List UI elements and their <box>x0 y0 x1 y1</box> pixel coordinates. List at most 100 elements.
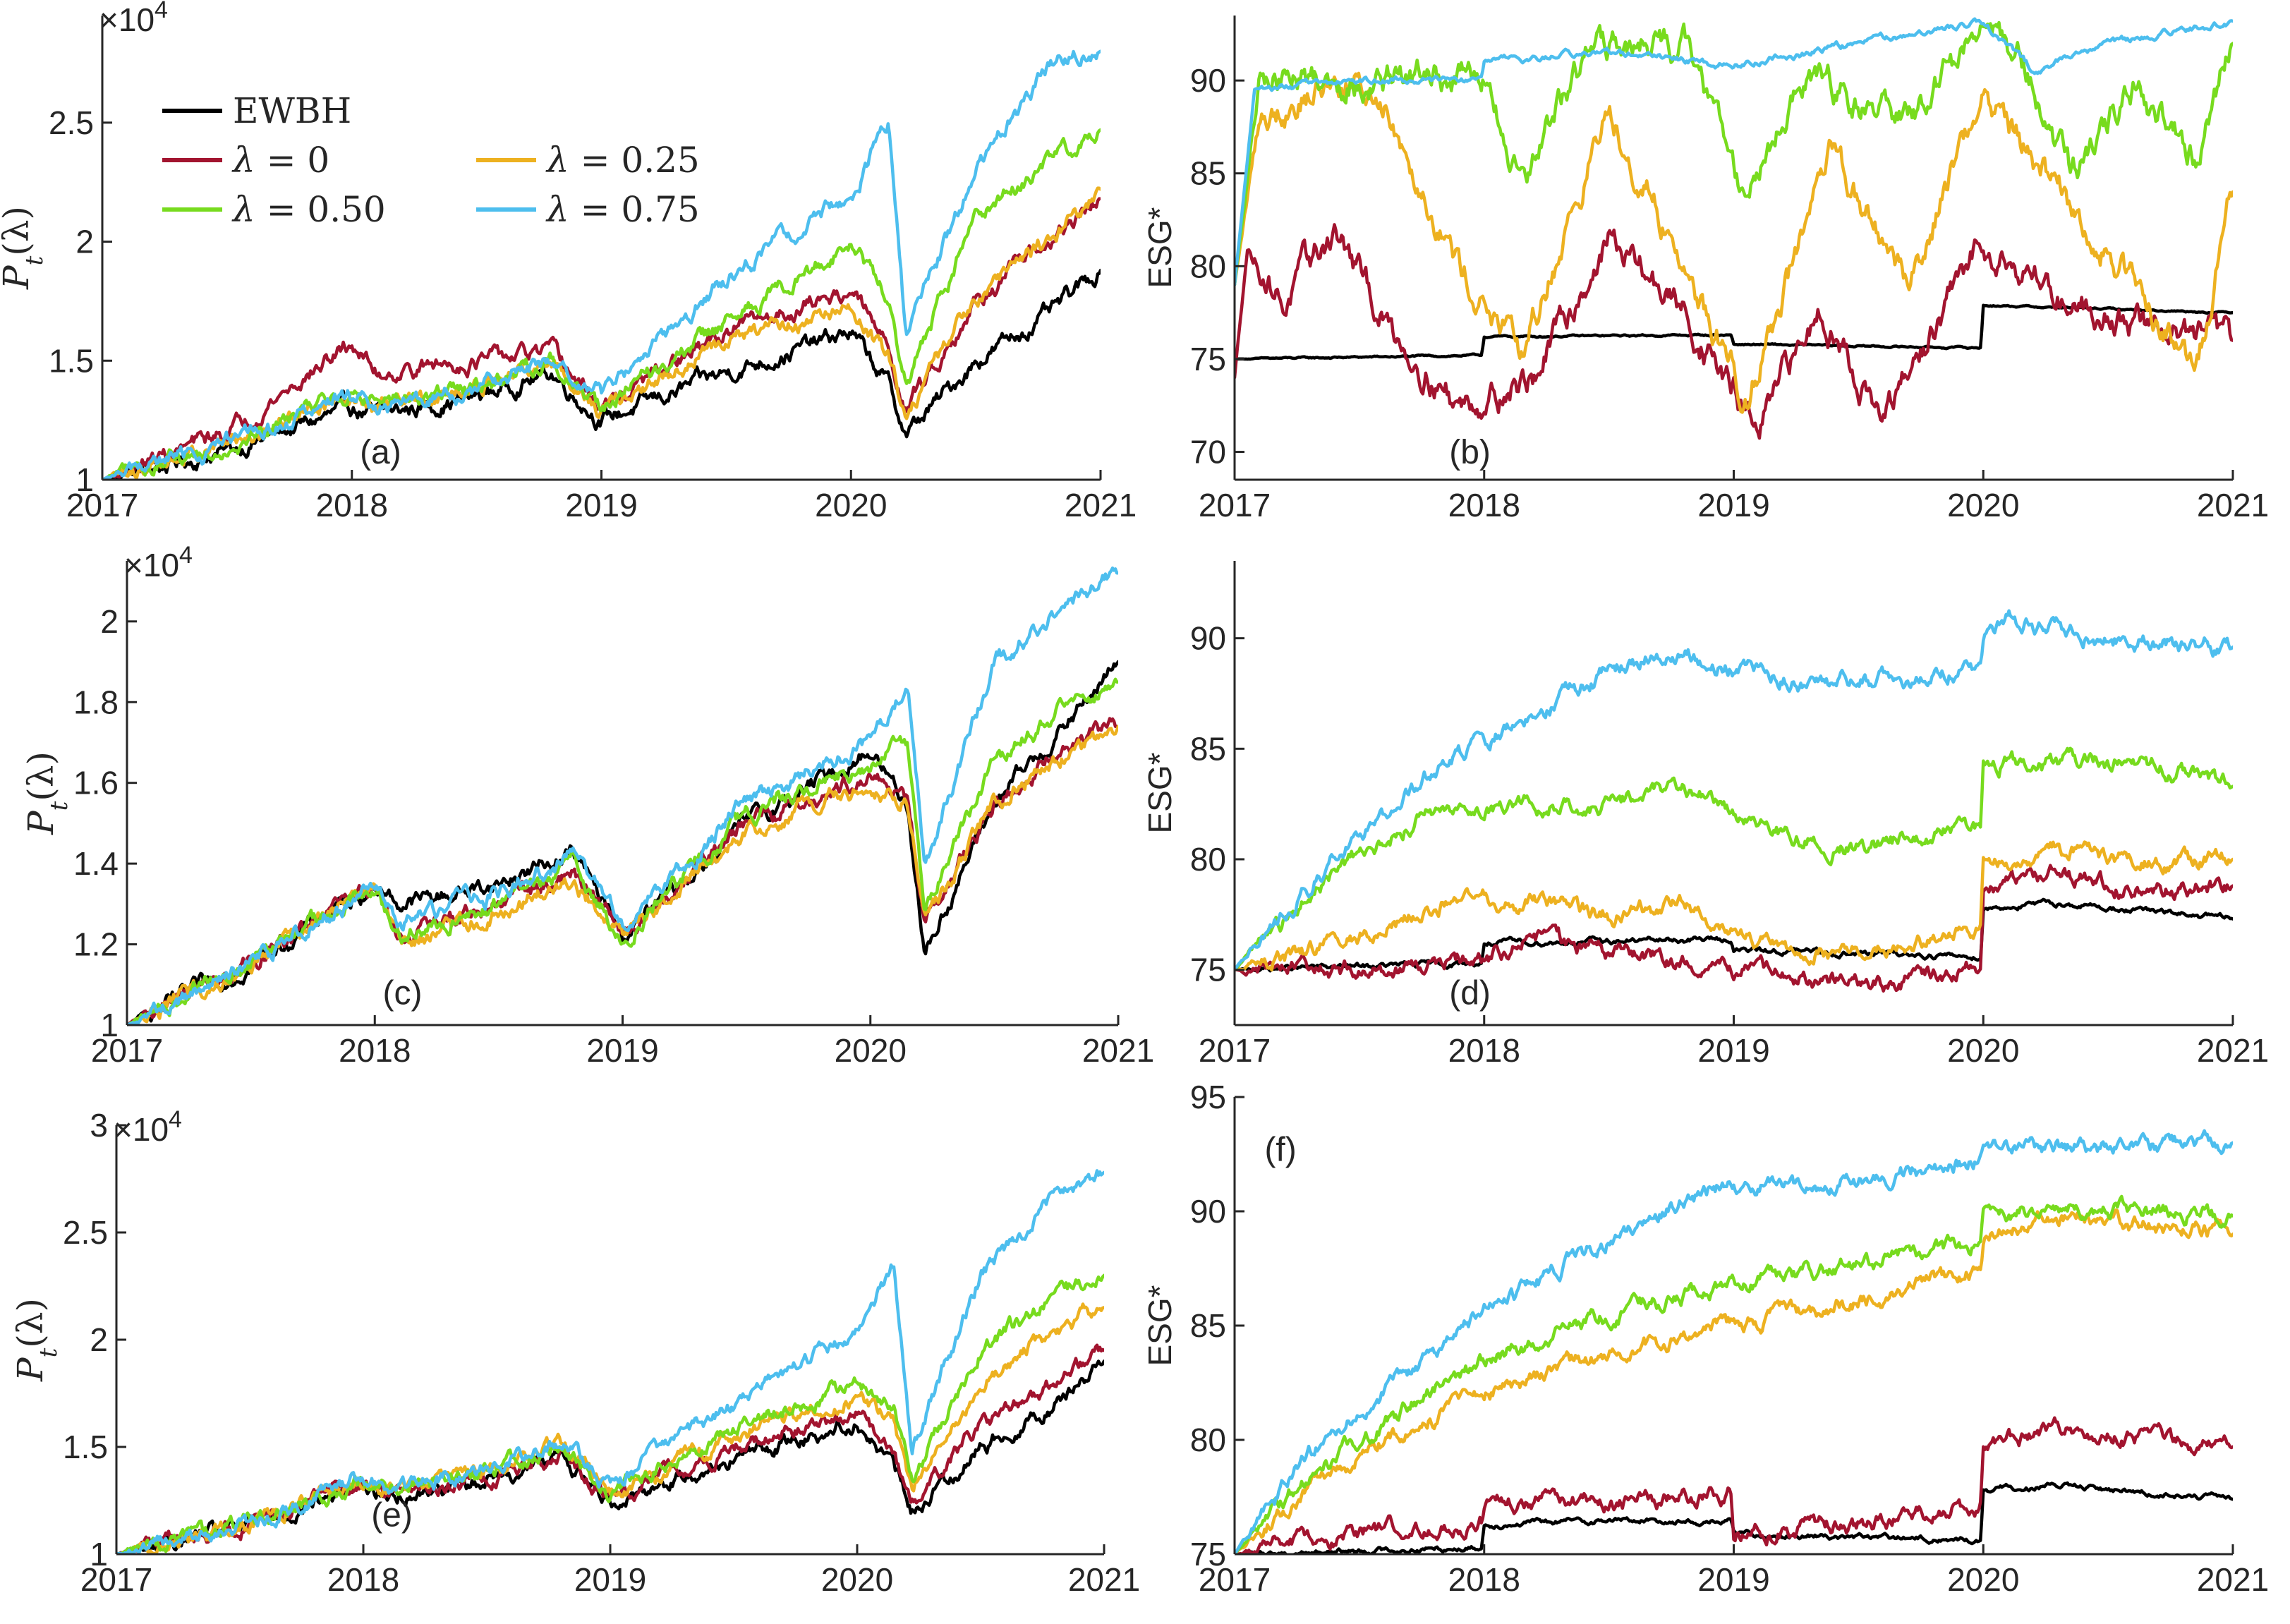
x-tick-label: 2020 <box>821 1561 893 1598</box>
legend-entry: λ = 0.25 <box>476 140 700 181</box>
x-tick-label: 2020 <box>1947 1561 2019 1598</box>
legend-label: λ = 0.75 <box>545 189 700 230</box>
x-tick-label: 2018 <box>316 487 388 523</box>
x-tick-label: 2019 <box>1697 1032 1769 1069</box>
legend-entry: λ = 0.50 <box>162 189 386 230</box>
y-tick-label: 1.4 <box>73 845 119 882</box>
panel-d: 2017 2018 2019 2020 2021 75 80 85 90 ESG* (d) <box>1141 561 2269 1069</box>
y-tick-label: 2 <box>75 224 94 260</box>
legend-label: λ = 0.50 <box>231 189 386 230</box>
y-tick-label: 80 <box>1190 841 1226 878</box>
series-line-lambda-0-75 <box>1235 17 2233 286</box>
y-tick-label: 90 <box>1190 62 1226 99</box>
y-tick-label: 2 <box>100 603 119 640</box>
x-tick-label: 2018 <box>1448 487 1520 523</box>
series-group <box>1235 17 2233 440</box>
x-tick-label: 2021 <box>2197 487 2269 523</box>
x-tick-label: 2019 <box>1697 1561 1769 1598</box>
x-tick-label: 2020 <box>1947 1032 2019 1069</box>
panels: 2017 2018 2019 2020 2021 1 1.5 2 2.5 Pt(λ) ×104 (a)… <box>0 0 2269 1598</box>
legend-entry: λ = 0 <box>162 140 329 181</box>
series-group <box>1235 609 2233 993</box>
series-line-ewbh <box>127 660 1118 1025</box>
series-line-lambda-0 <box>1235 1416 2233 1554</box>
y-tick-label: 75 <box>1190 952 1226 988</box>
series-line-lambda-0-75 <box>1235 1129 2233 1554</box>
legend-label: λ = 0.25 <box>545 140 700 181</box>
panel-c: 2017 2018 2019 2020 2021 1 1.2 1.4 1.6 1.8 2 Pt(λ) ×… <box>20 542 1154 1069</box>
exponent-label: ×104 <box>124 542 193 583</box>
y-tick-label: 2 <box>90 1321 108 1358</box>
legend-entry: EWBH <box>162 90 351 131</box>
y-tick-label: 2.5 <box>49 104 94 141</box>
series-group <box>1235 1129 2233 1554</box>
y-tick-label: 90 <box>1190 620 1226 657</box>
x-tick-label: 2021 <box>2197 1561 2269 1598</box>
x-tick-label: 2018 <box>339 1032 411 1069</box>
y-axis-label: Pt(λ) <box>10 1298 63 1382</box>
x-tick-label: 2017 <box>66 487 138 523</box>
y-axis-label: ESG* <box>1141 207 1178 288</box>
x-tick-label: 2017 <box>80 1561 152 1598</box>
panel-label: (f) <box>1264 1132 1296 1169</box>
series-line-lambda-0-50 <box>1235 1194 2233 1554</box>
series-line-lambda-0-75 <box>102 49 1101 480</box>
y-tick-label: 90 <box>1190 1193 1226 1230</box>
x-tick-label: 2018 <box>327 1561 399 1598</box>
x-tick-label: 2021 <box>1082 1032 1154 1069</box>
x-tick-label: 2021 <box>2197 1032 2269 1069</box>
x-tick-label: 2017 <box>91 1032 163 1069</box>
panel-label: (b) <box>1449 434 1491 471</box>
panel-a: 2017 2018 2019 2020 2021 1 1.5 2 2.5 Pt(λ) ×104 (a) <box>0 0 1137 523</box>
series-group <box>102 49 1101 480</box>
y-tick-label: 85 <box>1190 730 1226 767</box>
y-tick-label: 1.8 <box>73 684 119 720</box>
x-tick-label: 2021 <box>1068 1561 1140 1598</box>
y-tick-label: 75 <box>1190 1536 1226 1573</box>
series-line-lambda-0-75 <box>116 1169 1104 1554</box>
y-tick-label: 3 <box>90 1107 108 1144</box>
y-tick-label: 1.5 <box>49 342 94 379</box>
panel-label: (c) <box>382 974 422 1012</box>
y-tick-label: 85 <box>1190 1307 1226 1344</box>
y-tick-label: 1 <box>75 461 94 498</box>
legend-label: λ = 0 <box>231 140 329 181</box>
y-axis-label: Pt(λ) <box>20 751 73 835</box>
series-line-lambda-0 <box>1235 223 2233 440</box>
y-tick-label: 70 <box>1190 434 1226 471</box>
panel-b: 2017 2018 2019 2020 2021 70 75 80 85 90 ESG* (b) <box>1141 16 2269 523</box>
series-line-lambda-0-25 <box>1235 840 2233 972</box>
y-tick-label: 1.6 <box>73 765 119 801</box>
exponent-label: ×104 <box>99 0 168 38</box>
x-tick-label: 2020 <box>815 487 887 523</box>
legend-label: EWBH <box>233 90 351 131</box>
y-tick-label: 80 <box>1190 248 1226 284</box>
panel-label: (a) <box>360 434 401 471</box>
series-line-ewbh <box>1235 897 2233 973</box>
y-tick-label: 2.5 <box>63 1214 108 1251</box>
x-tick-label: 2017 <box>1199 1561 1271 1598</box>
legend: EWBH λ = 0 λ = 0.25 λ = 0.50 λ = 0.75 <box>162 90 700 230</box>
x-tick-label: 2020 <box>835 1032 907 1069</box>
series-line-lambda-0-75 <box>127 566 1118 1025</box>
series-line-lambda-0-25 <box>1235 1208 2233 1554</box>
x-tick-label: 2018 <box>1448 1032 1520 1069</box>
y-axis-label: Pt(λ) <box>0 206 49 290</box>
series-group <box>127 566 1118 1025</box>
y-tick-label: 95 <box>1190 1079 1226 1115</box>
x-tick-label: 2021 <box>1065 487 1137 523</box>
x-tick-label: 2020 <box>1947 487 2019 523</box>
y-tick-label: 1 <box>90 1536 108 1573</box>
series-line-lambda-0-50 <box>1235 20 2233 286</box>
series-line-lambda-0-50 <box>102 128 1101 480</box>
y-axis-label: ESG* <box>1141 752 1178 833</box>
y-tick-label: 1.5 <box>63 1429 108 1465</box>
x-tick-label: 2019 <box>586 1032 658 1069</box>
series-line-lambda-0 <box>1235 863 2233 993</box>
x-tick-label: 2017 <box>1199 487 1271 523</box>
x-tick-label: 2019 <box>565 487 637 523</box>
panel-label: (d) <box>1449 974 1491 1012</box>
series-line-lambda-0-25 <box>1235 71 2233 414</box>
series-line-ewbh <box>1235 303 2233 361</box>
